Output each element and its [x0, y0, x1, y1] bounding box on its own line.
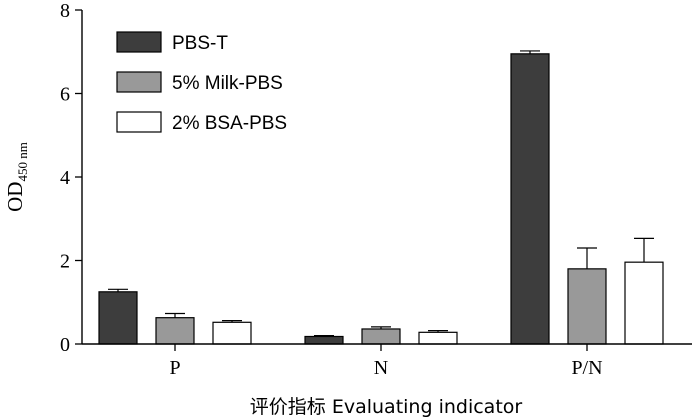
y-ticks: 0 2 4 6 8: [60, 0, 82, 356]
legend-label: 5% Milk-PBS: [172, 73, 283, 94]
error-bar: [520, 50, 540, 54]
y-tick-label: 6: [60, 84, 70, 106]
error-bars: [108, 50, 654, 337]
x-tick-label: P/N: [571, 357, 602, 379]
error-bar: [222, 320, 242, 323]
y-tick-label: 2: [60, 251, 70, 273]
y-tick-label: 4: [60, 167, 70, 189]
x-tick-label: P: [169, 357, 180, 379]
bar: [304, 335, 344, 345]
y-axis-label-subscript: 450 nm: [15, 142, 30, 181]
error-bar: [108, 288, 128, 292]
bar: [212, 321, 252, 345]
error-bar: [577, 247, 597, 269]
legend-label: PBS-T: [172, 33, 228, 54]
bar: [567, 268, 607, 345]
x-ticks: P N P/N: [169, 344, 603, 379]
error-bar: [314, 335, 334, 337]
legend: PBS-T 5% Milk-PBS 2% BSA-PBS: [116, 31, 287, 134]
bar: [624, 261, 664, 345]
x-axis-label: 评价指标 Evaluating indicator: [250, 396, 523, 418]
bar: [98, 291, 138, 345]
y-axis-label: OD450 nm: [3, 142, 30, 212]
legend-swatch: [116, 31, 162, 53]
error-bar: [428, 330, 448, 333]
legend-label: 2% BSA-PBS: [172, 113, 287, 134]
plot-bars: [98, 53, 664, 345]
x-tick-label: N: [374, 357, 388, 379]
y-tick-label: 0: [60, 334, 70, 356]
legend-item: PBS-T: [116, 31, 228, 54]
error-bar: [165, 312, 185, 318]
error-bar: [371, 326, 391, 329]
legend-swatch: [116, 71, 162, 93]
bar: [418, 331, 458, 345]
bar: [510, 53, 550, 345]
y-axis-label-main: OD: [3, 182, 27, 212]
bar: [361, 328, 401, 345]
bar: [155, 317, 195, 345]
y-tick-label: 8: [60, 0, 70, 22]
legend-item: 2% BSA-PBS: [116, 111, 287, 134]
legend-item: 5% Milk-PBS: [116, 71, 283, 94]
legend-swatch: [116, 111, 162, 133]
error-bar: [634, 237, 654, 263]
